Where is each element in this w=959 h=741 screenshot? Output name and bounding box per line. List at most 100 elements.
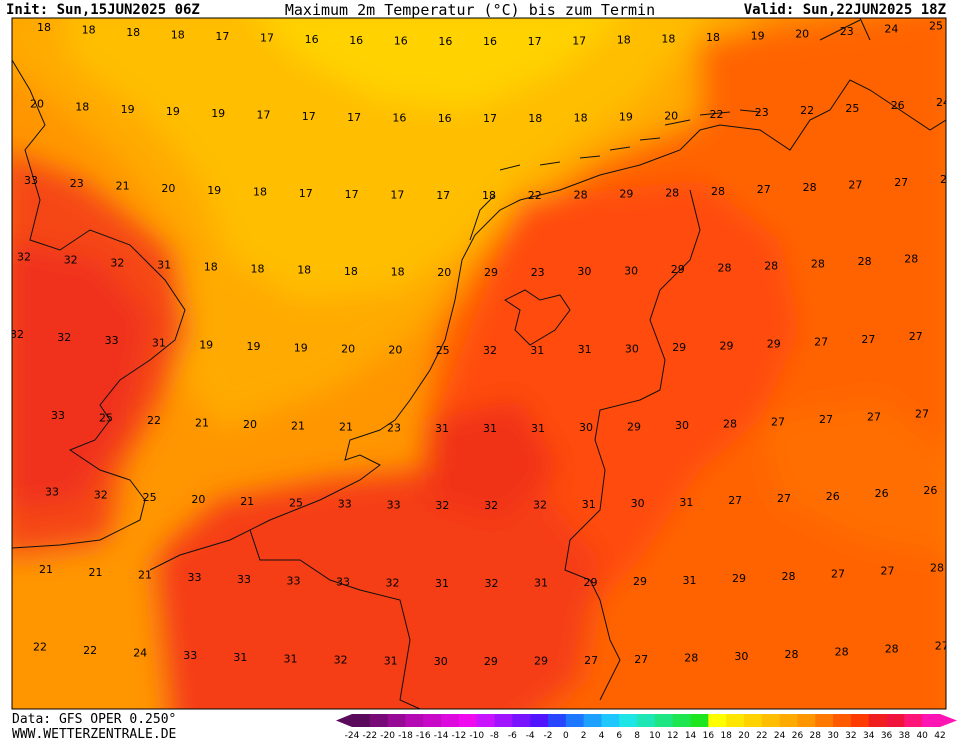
temperature-label: 33 bbox=[188, 571, 202, 584]
colorbar-label: -16 bbox=[416, 731, 431, 741]
colorbar-label: 40 bbox=[916, 731, 928, 741]
temperature-label: 18 bbox=[253, 185, 267, 198]
temperature-label: 32 bbox=[10, 328, 24, 341]
temperature-label: 17 bbox=[299, 187, 313, 200]
colorbar-label: 36 bbox=[881, 731, 893, 741]
temperature-label: 22 bbox=[528, 189, 542, 202]
colorbar-label: 22 bbox=[756, 731, 767, 741]
temperature-label: 18 bbox=[344, 265, 358, 278]
temperature-label: 27 bbox=[777, 492, 791, 505]
temperature-label: 25 bbox=[143, 491, 157, 504]
temperature-label: 19 bbox=[199, 338, 213, 351]
temperature-label: 18 bbox=[82, 24, 96, 37]
temperature-label: 18 bbox=[37, 21, 51, 34]
temperature-label: 32 bbox=[533, 499, 547, 512]
temperature-label: 28 bbox=[723, 417, 737, 430]
temperature-label: 31 bbox=[157, 259, 171, 272]
temperature-label: 29 bbox=[627, 420, 641, 433]
temperature-label: 26 bbox=[875, 487, 889, 500]
temperature-label: 25 bbox=[289, 497, 303, 510]
temperature-label: 18 bbox=[482, 189, 496, 202]
colorbar-label: 42 bbox=[934, 731, 945, 741]
temperature-label: 30 bbox=[624, 264, 638, 277]
colorbar-segment bbox=[619, 714, 638, 727]
temperature-label: 32 bbox=[386, 576, 400, 589]
temperature-label: 21 bbox=[89, 566, 103, 579]
colorbar-arrow-high bbox=[940, 714, 957, 727]
temperature-label: 18 bbox=[297, 264, 311, 277]
temperature-label: 20 bbox=[161, 182, 175, 195]
temperature-label: 27 bbox=[757, 183, 771, 196]
temperature-label: 25 bbox=[436, 344, 450, 357]
colorbar-arrow-low bbox=[336, 714, 352, 727]
temperature-label: 29 bbox=[720, 340, 734, 353]
temperature-label: 28 bbox=[803, 181, 817, 194]
temperature-label: 32 bbox=[483, 344, 497, 357]
temperature-label: 16 bbox=[394, 35, 408, 48]
temperature-label: 27 bbox=[915, 408, 929, 421]
temperature-label: 23 bbox=[840, 25, 854, 38]
temperature-label: 33 bbox=[51, 409, 65, 422]
colorbar-label: -6 bbox=[508, 731, 517, 741]
init-time: Init: Sun,15JUN2025 06Z bbox=[6, 2, 200, 18]
valid-time: Valid: Sun,22JUN2025 18Z bbox=[744, 2, 946, 18]
coastlines bbox=[12, 18, 946, 709]
colorbar-label: -24 bbox=[345, 731, 360, 741]
colorbar-label: 24 bbox=[774, 731, 786, 741]
temperature-label: 21 bbox=[195, 416, 209, 429]
temperature-label: 26 bbox=[923, 484, 937, 497]
colorbar-segment bbox=[672, 714, 692, 727]
temperature-label: 28 bbox=[782, 570, 796, 583]
temperature-label: 16 bbox=[305, 33, 319, 46]
colorbar-segment bbox=[352, 714, 371, 727]
temperature-label: 20 bbox=[664, 109, 678, 122]
temperature-label: 30 bbox=[631, 497, 645, 510]
temperature-label: 31 bbox=[530, 344, 544, 357]
colorbar-segment bbox=[726, 714, 745, 727]
temperature-label: 30 bbox=[675, 419, 689, 432]
temperature-label: 28 bbox=[785, 648, 799, 661]
temperature-label: 19 bbox=[619, 110, 633, 123]
temperature-label: 17 bbox=[302, 110, 316, 123]
website: WWW.WETTERZENTRALE.DE bbox=[12, 727, 176, 741]
temperature-label: 29 bbox=[584, 576, 598, 589]
colorbar-label: -20 bbox=[380, 731, 395, 741]
temperature-label: 27 bbox=[894, 176, 908, 189]
temperature-label: 29 bbox=[534, 655, 548, 668]
temperature-label: 31 bbox=[284, 652, 298, 665]
temperature-label: 22 bbox=[800, 104, 814, 117]
temperature-label: 31 bbox=[435, 422, 449, 435]
temperature-label: 26 bbox=[891, 99, 905, 112]
colorbar-segment bbox=[512, 714, 531, 727]
temperature-label: 21 bbox=[39, 563, 53, 576]
temperature-label: 19 bbox=[751, 29, 765, 42]
temperature-label: 20 bbox=[341, 343, 355, 356]
colorbar-label: -18 bbox=[398, 731, 413, 741]
temperature-label: 32 bbox=[94, 488, 108, 501]
colorbar-segment bbox=[441, 714, 460, 727]
temperature-label: 33 bbox=[183, 649, 197, 662]
temperature-label: 28 bbox=[885, 642, 899, 655]
temperature-label: 19 bbox=[207, 184, 221, 197]
temperature-label: 28 bbox=[764, 260, 778, 273]
map-title: Maximum 2m Temperatur (°C) bis zum Termi… bbox=[285, 1, 655, 19]
temperature-label: 20 bbox=[243, 418, 257, 431]
colorbar-label: -14 bbox=[434, 731, 449, 741]
temperature-label: 18 bbox=[204, 261, 218, 274]
colorbar-label: 14 bbox=[685, 731, 697, 741]
temperature-label: 21 bbox=[240, 495, 254, 508]
colorbar-segment bbox=[690, 714, 709, 727]
temperature-label: 28 bbox=[858, 255, 872, 268]
temperature-label: 27 bbox=[867, 411, 881, 424]
temperature-label: 18 bbox=[251, 262, 265, 275]
temperature-label: 17 bbox=[528, 35, 542, 48]
temperature-label: 31 bbox=[384, 654, 398, 667]
temperature-label: 17 bbox=[390, 188, 404, 201]
colorbar-segment bbox=[423, 714, 442, 727]
temperature-label: 17 bbox=[345, 188, 359, 201]
temperature-label: 27 bbox=[861, 333, 875, 346]
colorbar-label: 8 bbox=[634, 731, 640, 741]
temperature-label: 21 bbox=[339, 421, 353, 434]
colorbar-label: 28 bbox=[810, 731, 822, 741]
colorbar-segment bbox=[548, 714, 567, 727]
